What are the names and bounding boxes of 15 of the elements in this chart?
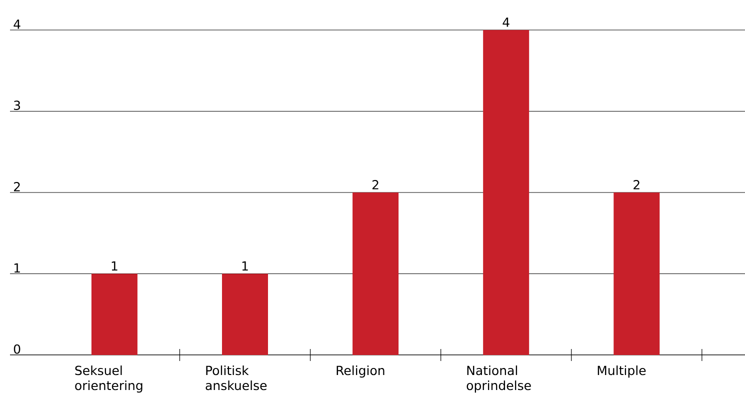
data-label: 1 (242, 261, 248, 271)
data-label: 2 (372, 180, 378, 190)
data-label: 2 (634, 180, 640, 190)
x-tick-label: Multiple (598, 365, 646, 378)
data-label: 1 (112, 261, 118, 271)
y-tick-label: 4 (14, 20, 20, 29)
x-tick-label: National oprindelse (466, 365, 531, 393)
y-tick-label: 1 (14, 263, 20, 273)
x-tick-label: Politisk anskuelse (206, 365, 267, 390)
y-tick-label: 3 (14, 100, 20, 110)
data-label: 4 (502, 18, 510, 27)
y-tick-label: 2 (14, 182, 20, 192)
x-tick-label: Seksuel orientering (75, 365, 142, 393)
y-tick-label: 0 (14, 344, 20, 354)
x-tick-label: Religion (336, 365, 384, 378)
